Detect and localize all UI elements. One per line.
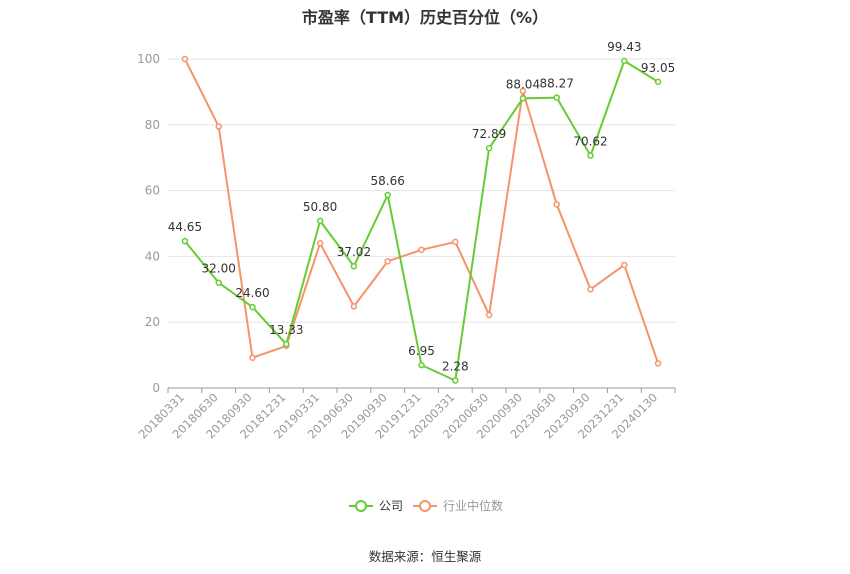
company-point [485, 144, 493, 152]
legend-industry-marker [419, 500, 431, 512]
y-tick-label: 60 [145, 184, 160, 198]
company-data-label: 93.05 [641, 61, 675, 75]
y-tick-label: 80 [145, 118, 160, 132]
company-data-label: 37.02 [337, 245, 371, 259]
company-data-label: 44.65 [168, 220, 202, 234]
company-point [553, 94, 560, 101]
data-source: 数据来源：恒生聚源 [368, 549, 482, 564]
company-point [316, 217, 324, 225]
industry-median-point [249, 354, 256, 361]
company-point [249, 303, 256, 311]
company-data-label: 13.33 [269, 323, 303, 337]
company-data-label: 24.60 [235, 286, 269, 300]
industry-median-point [519, 87, 527, 95]
company-data-label: 70.62 [573, 135, 607, 149]
company-data-label: 50.80 [303, 200, 337, 214]
company-data-label: 32.00 [202, 262, 236, 276]
company-data-label: 99.43 [607, 40, 641, 54]
company-point [519, 95, 527, 102]
industry-median-point [215, 123, 222, 130]
company-point [654, 78, 662, 86]
company-point [283, 340, 290, 348]
legend-company-label: 公司 [379, 499, 403, 513]
industry-median-point [621, 261, 628, 269]
y-tick-label: 40 [145, 249, 160, 263]
industry-median-point [181, 55, 189, 63]
y-tick-label: 100 [137, 52, 160, 66]
industry-median-line [184, 58, 660, 364]
company-data-label: 2.28 [442, 359, 469, 373]
y-tick-label: 0 [152, 381, 160, 395]
industry-median-point [384, 258, 391, 265]
company-point [181, 237, 189, 245]
company-point [384, 191, 391, 199]
industry-median-point [418, 246, 425, 254]
chart-title: 市盈率（TTM）历史百分位（%） [301, 8, 549, 27]
company-point [621, 57, 628, 65]
industry-median-point [350, 303, 358, 310]
company-data-label: 58.66 [371, 174, 405, 188]
y-tick-label: 20 [145, 315, 160, 329]
company-data-label: 72.89 [472, 127, 506, 141]
industry-median-point [654, 360, 662, 367]
legend-industry-label: 行业中位数 [443, 498, 503, 513]
industry-median-point [485, 311, 493, 319]
industry-median-point [553, 201, 560, 208]
legend-company-marker [355, 500, 367, 512]
industry-median-point [452, 238, 459, 246]
company-point [215, 279, 222, 286]
company-data-label: 88.04 [506, 77, 540, 91]
industry-median-point [316, 239, 324, 247]
company-point [452, 377, 459, 384]
company-data-label: 6.95 [408, 344, 435, 358]
company-point [350, 262, 358, 270]
company-data-label: 88.27 [540, 77, 574, 91]
industry-median-point [587, 286, 594, 293]
company-point [418, 361, 425, 369]
company-point [587, 152, 594, 159]
company-line [184, 59, 659, 382]
